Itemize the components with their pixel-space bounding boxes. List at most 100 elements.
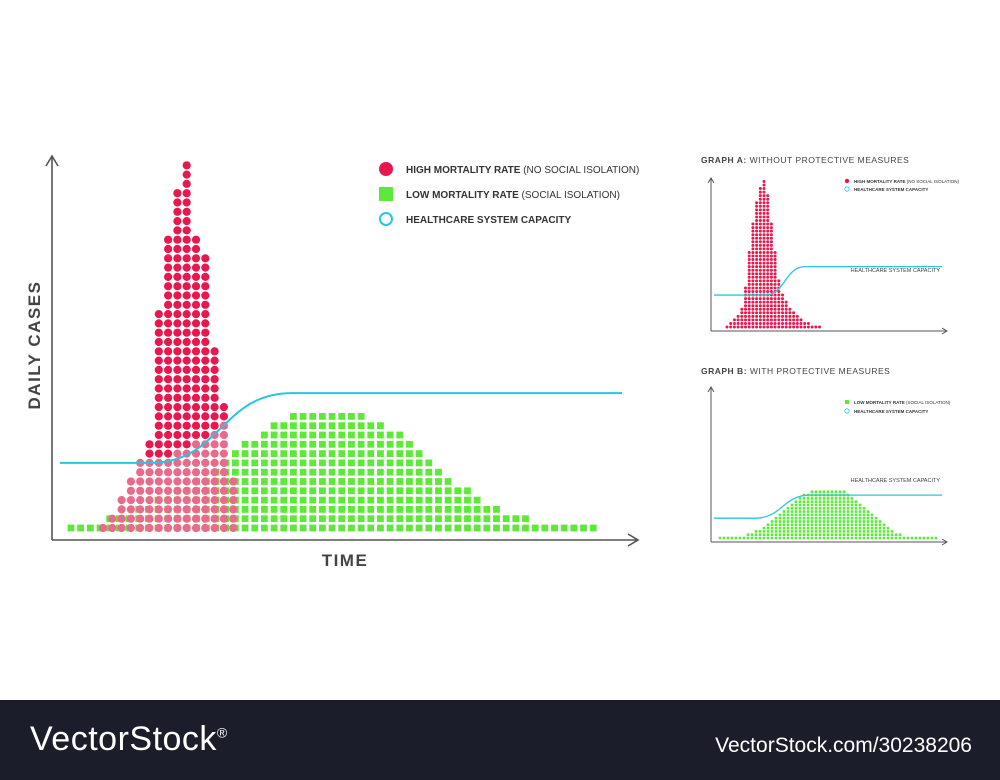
graph-b-point: [790, 530, 794, 533]
high-mortality-point: [191, 310, 201, 319]
high-mortality-point: [210, 421, 219, 430]
low-mortality-point: [531, 524, 539, 532]
high-mortality-point: [173, 356, 182, 365]
graph-b-point: [842, 510, 846, 513]
low-mortality-point: [319, 468, 326, 476]
graph-b-point: [798, 497, 802, 500]
graph-b-point: [838, 497, 842, 500]
graph-a-point: [766, 240, 770, 244]
high-mortality-point: [191, 384, 201, 393]
graph-a-point: [769, 222, 773, 226]
graph-b-point: [830, 516, 834, 520]
graph-b-point: [842, 500, 846, 503]
graph-a-point: [755, 261, 759, 265]
graph-b-point: [846, 520, 850, 523]
graph-a-point: [766, 272, 770, 276]
legend-circle-icon: [379, 162, 393, 176]
graph-a-point: [792, 321, 796, 325]
graph-a-point: [747, 314, 751, 318]
high-mortality-point: [191, 523, 201, 533]
low-mortality-point: [328, 468, 336, 476]
graph-a-point: [762, 222, 766, 226]
graph-a-point: [732, 325, 736, 329]
high-mortality-point: [126, 505, 135, 514]
high-mortality-point: [154, 337, 163, 347]
low-mortality-point: [328, 422, 336, 430]
graph-a-point: [744, 300, 747, 304]
graph-a-point: [769, 311, 773, 315]
graph-b-point: [878, 536, 882, 540]
graph-a-point: [758, 254, 762, 258]
vectorstock-logo[interactable]: VectorStock®: [30, 720, 228, 759]
high-mortality-point: [201, 468, 210, 477]
graph-a-point: [795, 314, 799, 318]
graph-b-point: [854, 507, 858, 510]
legend-ring-icon: [844, 186, 850, 192]
graph-a-point: [762, 275, 766, 279]
graph-b-point: [870, 526, 874, 530]
legend-label-capacity: HEALTHCARE SYSTEM CAPACITY: [406, 215, 572, 226]
graph-b-point: [874, 526, 878, 530]
graph-b-point: [850, 503, 854, 507]
graph-a-point: [777, 293, 781, 297]
graph-b-point: [798, 520, 802, 523]
graph-b-point: [754, 530, 758, 533]
high-mortality-point: [154, 440, 163, 449]
graph-b-point: [834, 533, 838, 536]
graph-a-point: [744, 286, 747, 290]
graph-a-point: [755, 304, 759, 308]
legend-item-high: HIGH MORTALITY RATE (NO SOCIAL ISOLATION…: [379, 162, 639, 176]
graph-a-point: [740, 318, 744, 322]
high-mortality-point: [201, 393, 210, 402]
graph-b-point: [822, 490, 826, 494]
graph-b-point: [778, 536, 782, 540]
graph-a-point: [766, 226, 770, 230]
graph-a-point: [818, 325, 821, 329]
graph-b-point: [790, 510, 794, 513]
low-mortality-point: [309, 431, 317, 439]
graph-a-point: [758, 261, 762, 265]
graph-a-point: [777, 300, 781, 304]
low-mortality-point: [261, 431, 268, 439]
low-mortality-point: [522, 524, 529, 532]
graph-b-point: [842, 530, 846, 533]
graph-b-point: [786, 520, 790, 523]
graph-b-point: [814, 513, 818, 517]
graph-a-point: [762, 300, 766, 304]
graph-b-point: [838, 526, 842, 530]
high-mortality-point: [173, 365, 182, 374]
high-mortality-point: [191, 496, 201, 505]
graph-b-point: [802, 500, 806, 503]
graph-b-point: [830, 507, 834, 510]
graph-b-point: [822, 497, 826, 500]
graph-a-point: [744, 318, 747, 322]
low-mortality-point: [328, 431, 336, 439]
low-mortality-point: [319, 431, 326, 439]
high-mortality-point: [173, 412, 182, 421]
low-mortality-point: [454, 487, 462, 495]
svg-text:GRAPH B: WITH PROTECTIVE MEASU: GRAPH B: WITH PROTECTIVE MEASURES: [701, 366, 890, 376]
graph-a-point: [758, 226, 762, 230]
graph-b-point: [858, 526, 862, 530]
graph-a-point: [769, 226, 773, 230]
graph-a-point: [769, 258, 773, 262]
graph-a-point: [755, 229, 759, 233]
graph-b-point: [846, 523, 850, 527]
low-mortality-point: [386, 506, 394, 513]
low-mortality-point: [415, 450, 423, 457]
graph-a-point: [755, 300, 759, 304]
graph-a-point: [758, 222, 762, 226]
high-mortality-point: [210, 384, 219, 393]
low-mortality-point: [86, 524, 94, 532]
graph-a-point: [803, 321, 807, 325]
high-mortality-point: [182, 189, 191, 198]
high-mortality-point: [173, 505, 182, 514]
graph-b-point: [786, 507, 790, 510]
high-mortality-point: [145, 523, 154, 533]
graph-a-point: [766, 201, 770, 205]
low-mortality-point: [425, 478, 433, 485]
low-mortality-point: [348, 431, 355, 439]
graph-b-point: [874, 533, 878, 536]
high-mortality-point: [136, 523, 145, 533]
graph-a-point: [762, 204, 766, 208]
